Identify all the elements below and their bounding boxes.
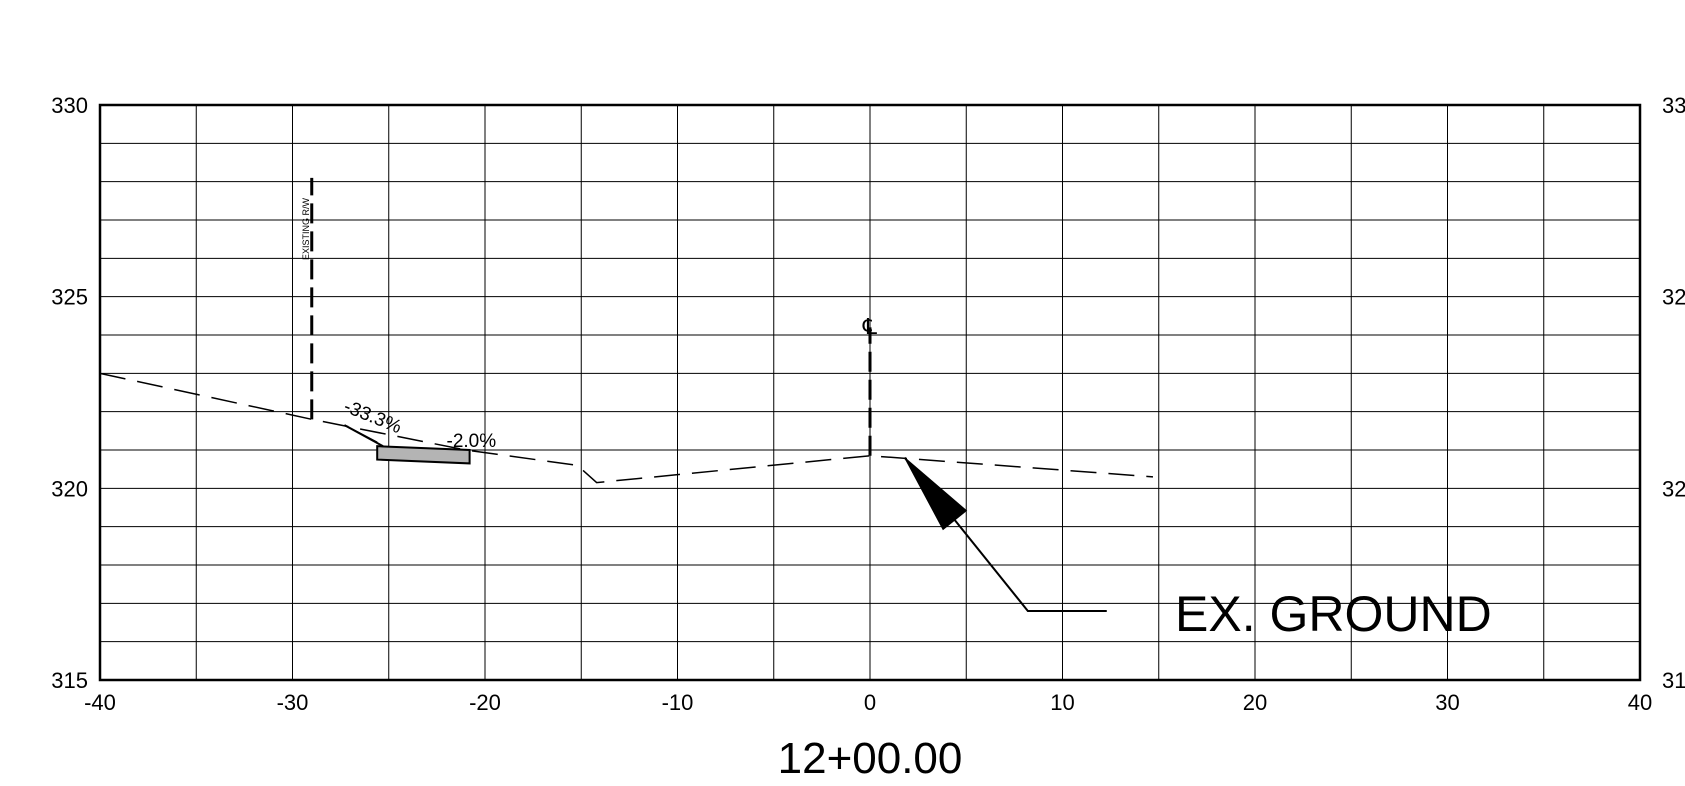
- pavement-section: [376, 445, 471, 465]
- y-tick-label-right: 31: [1662, 668, 1685, 693]
- side-slope-line-upper: [344, 424, 378, 443]
- slope-label-right: -2.0%: [447, 431, 497, 452]
- x-tick-label: 0: [864, 690, 876, 715]
- grid: [100, 105, 1640, 680]
- existing-ground-line: [99, 372, 1154, 484]
- data-series: [99, 372, 1154, 484]
- station-label: 12+00.00: [778, 734, 963, 783]
- centerline-symbol: ℄: [862, 314, 878, 339]
- callout-label: EX. GROUND: [1175, 586, 1492, 642]
- y-tick-label-right: 32: [1662, 476, 1685, 501]
- x-tick-label: 30: [1435, 690, 1459, 715]
- plot-frame: [98, 103, 1642, 682]
- right-of-way-label: EXISTING R/W: [301, 197, 311, 260]
- y-tick-label: 315: [51, 668, 88, 693]
- plot-border: [98, 103, 1642, 682]
- x-tick-label: -30: [277, 690, 309, 715]
- callout-leader: [903, 457, 1107, 612]
- annotations: EXISTING R/W℄-33.3%-2.0%EX. GROUND: [301, 177, 1492, 642]
- x-tick-label: -20: [469, 690, 501, 715]
- y-tick-label-right: 32: [1662, 285, 1685, 310]
- y-tick-label: 330: [51, 93, 88, 118]
- tick-labels: -40 -30 -20 -10 0 10 20 30 40 330 325 320 315 33 32 32 3…: [51, 93, 1685, 783]
- x-tick-label: 40: [1628, 690, 1652, 715]
- x-tick-label: -40: [84, 690, 116, 715]
- x-tick-label: -10: [662, 690, 694, 715]
- callout-arrowhead: [904, 457, 968, 531]
- y-tick-label: 320: [51, 476, 88, 501]
- y-tick-label: 325: [51, 285, 88, 310]
- x-tick-label: 20: [1243, 690, 1267, 715]
- x-tick-label: 10: [1050, 690, 1074, 715]
- y-tick-label-right: 33: [1662, 93, 1685, 118]
